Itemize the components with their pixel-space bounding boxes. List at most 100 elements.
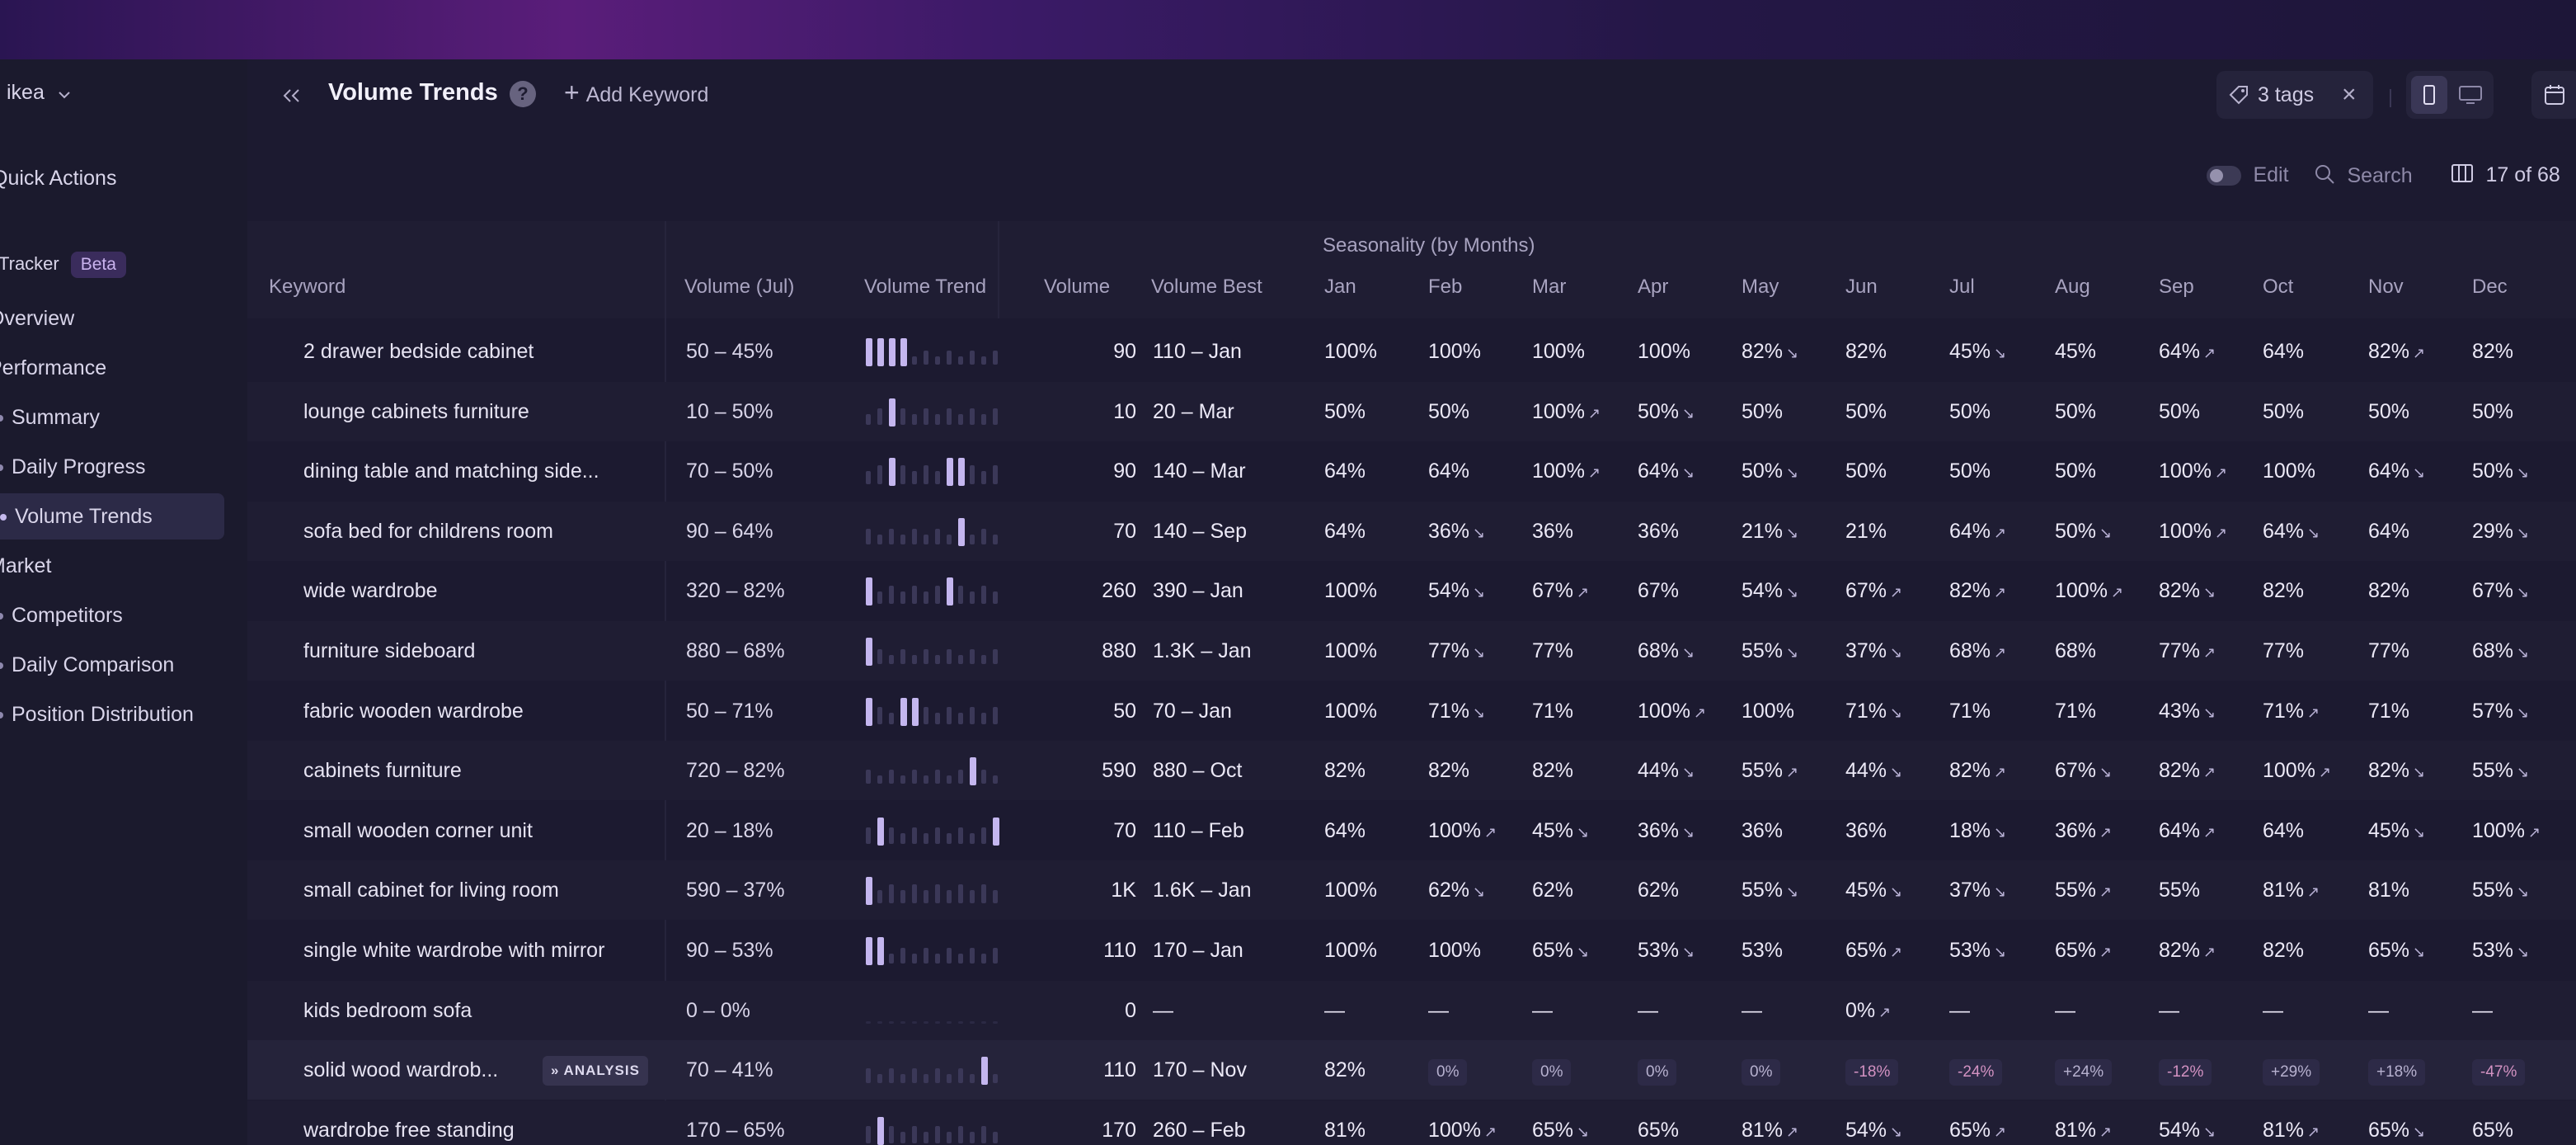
- sidebar-item-volume-trends[interactable]: Volume Trends: [0, 493, 224, 540]
- search-button[interactable]: Search: [2314, 163, 2413, 193]
- arrow-down-right-icon: ↘: [1682, 823, 1695, 841]
- keyword-cell[interactable]: small wooden corner unit: [303, 818, 533, 842]
- table-row[interactable]: kids bedroom sofa 0 – 0% 0 — — — — — — 0% ↗ — — — — — —: [247, 980, 2576, 1040]
- daily-comparison-icon: [0, 662, 3, 670]
- table-row[interactable]: wardrobe free standing 170 – 65% 170 260 – …: [247, 1100, 2576, 1145]
- workspace-switcher[interactable]: ikea: [7, 69, 72, 115]
- seasonality-value: 67%: [1845, 579, 1887, 603]
- keyword-cell[interactable]: kids bedroom sofa: [303, 998, 472, 1022]
- column-header-volume-jul[interactable]: Volume (Jul): [684, 276, 795, 298]
- sidebar-item-tracker[interactable]: Tracker Beta: [0, 241, 126, 287]
- arrow-down-right-icon: ↘: [1994, 345, 2007, 361]
- keyword-cell[interactable]: sofa bed for childrens room: [303, 519, 553, 543]
- seasonality-value: —: [1949, 998, 1970, 1022]
- column-header-month[interactable]: Jan: [1324, 276, 1356, 298]
- seasonality-value: 36%: [1638, 818, 1680, 842]
- table-row[interactable]: solid wood wardrob... » ANALYSIS 70 – 41% 1…: [247, 1040, 2576, 1100]
- table-row[interactable]: fabric wooden wardrobe 50 – 71% 50 70 – Jan…: [247, 681, 2576, 741]
- seasonality-value: 64%: [1949, 519, 1991, 543]
- column-header-month[interactable]: Oct: [2263, 276, 2294, 298]
- trend-bar: [866, 770, 871, 785]
- table-row[interactable]: furniture sideboard 880 – 68% 880 1.3K – Ja…: [247, 621, 2576, 681]
- add-keyword-button[interactable]: + Add Keyword: [564, 78, 708, 108]
- seasonality-cell: 45% ↘: [2368, 801, 2425, 862]
- keyword-cell[interactable]: single white wardrobe with mirror: [303, 939, 605, 962]
- sidebar-item-daily-comparison[interactable]: Daily Comparison: [0, 642, 174, 688]
- keyword-cell[interactable]: lounge cabinets furniture: [303, 399, 529, 423]
- column-header-month[interactable]: May: [1742, 276, 1779, 298]
- seasonality-cell: —: [2263, 981, 2283, 1040]
- sidebar-item-position-distribution[interactable]: Position Distribution: [0, 691, 194, 737]
- column-header-month[interactable]: Apr: [1638, 276, 1669, 298]
- seasonality-cell: 82% ↗: [1949, 561, 2006, 622]
- volume-best-cell: 70 – Jan: [1153, 699, 1232, 723]
- analysis-button[interactable]: » ANALYSIS: [543, 1056, 648, 1086]
- sidebar-item-summary[interactable]: Summary: [0, 394, 100, 441]
- sidebar-item-quick-actions[interactable]: Quick Actions: [0, 155, 116, 201]
- column-header-month[interactable]: Aug: [2055, 276, 2090, 298]
- seasonality-cell: 44% ↘: [1638, 741, 1695, 802]
- table-row[interactable]: lounge cabinets furniture 10 – 50% 10 20 – …: [247, 381, 2576, 441]
- trend-bar: [970, 1074, 975, 1084]
- table-row[interactable]: small wooden corner unit 20 – 18% 70 110 – …: [247, 801, 2576, 860]
- column-header-keyword[interactable]: Keyword: [269, 276, 346, 298]
- keyword-cell[interactable]: solid wood wardrob...: [303, 1058, 499, 1082]
- seasonality-value: 100%: [1324, 879, 1377, 902]
- column-header-month[interactable]: Dec: [2472, 276, 2508, 298]
- column-header-month[interactable]: Sep: [2159, 276, 2194, 298]
- keyword-cell[interactable]: dining table and matching side...: [303, 459, 599, 483]
- table-row[interactable]: single white wardrobe with mirror 90 – 53…: [247, 921, 2576, 980]
- column-header-month[interactable]: Jun: [1845, 276, 1878, 298]
- column-header-month[interactable]: Jul: [1949, 276, 1975, 298]
- help-icon[interactable]: ?: [510, 81, 536, 107]
- seasonality-cell: 82%: [2368, 561, 2409, 620]
- keyword-cell[interactable]: fabric wooden wardrobe: [303, 699, 524, 723]
- columns-button[interactable]: 17 of 68: [2451, 163, 2560, 193]
- column-header-month[interactable]: Feb: [1428, 276, 1463, 298]
- keyword-cell[interactable]: wide wardrobe: [303, 579, 438, 603]
- seasonality-cell: 100% ↗: [1428, 1100, 1497, 1145]
- seasonality-value: 50%: [2159, 399, 2201, 423]
- calendar-button[interactable]: [2531, 71, 2576, 119]
- table-row[interactable]: dining table and matching side... 70 – 50…: [247, 441, 2576, 501]
- keyword-cell[interactable]: cabinets furniture: [303, 759, 462, 783]
- seasonality-value: 50%: [1845, 399, 1887, 423]
- trend-bar: [924, 465, 928, 485]
- clear-tags-icon[interactable]: ×: [2342, 81, 2357, 108]
- sidebar-item-competitors[interactable]: Competitors: [0, 592, 123, 638]
- trend-bar: [970, 706, 975, 724]
- sidebar-item-overview[interactable]: Overview: [0, 295, 74, 342]
- desktop-icon[interactable]: [2452, 76, 2489, 114]
- sidebar-item-label: Quick Actions: [0, 167, 117, 190]
- edit-toggle[interactable]: Edit: [2207, 163, 2289, 193]
- keyword-cell[interactable]: furniture sideboard: [303, 639, 476, 662]
- column-header-volume[interactable]: Volume: [1044, 276, 1111, 298]
- keyword-cell[interactable]: 2 drawer bedside cabinet: [303, 340, 534, 363]
- sidebar-item-daily-progress[interactable]: Daily Progress: [0, 444, 146, 490]
- sidebar-item-label: Overview: [0, 307, 75, 330]
- mobile-icon[interactable]: [2411, 76, 2447, 114]
- sidebar-item-performance[interactable]: Performance: [0, 345, 106, 391]
- seasonality-cell: 65% ↗: [1845, 921, 1902, 982]
- trend-bar: [912, 413, 917, 425]
- table-row[interactable]: cabinets furniture 720 – 82% 590 880 – Oct 8…: [247, 741, 2576, 802]
- keyword-cell[interactable]: wardrobe free standing: [303, 1118, 515, 1142]
- tags-filter[interactable]: 3 tags ×: [2216, 71, 2373, 119]
- seasonality-cell: 82% ↘: [1742, 322, 1798, 383]
- collapse-sidebar-icon[interactable]: [279, 82, 305, 109]
- column-header-volume-trend[interactable]: Volume Trend: [864, 276, 987, 298]
- table-row[interactable]: small cabinet for living room 590 – 37% 1K…: [247, 860, 2576, 921]
- columns-count: 17 of 68: [2485, 163, 2560, 186]
- keyword-cell[interactable]: small cabinet for living room: [303, 879, 559, 902]
- column-header-month[interactable]: Nov: [2368, 276, 2404, 298]
- arrow-up-right-icon: ↗: [1890, 944, 1903, 960]
- column-header-month[interactable]: Mar: [1532, 276, 1567, 298]
- seasonality-value: 50%: [2472, 459, 2514, 483]
- sidebar-item-market[interactable]: Market: [0, 543, 51, 589]
- table-row[interactable]: 2 drawer bedside cabinet 50 – 45% 90 110 – …: [247, 322, 2576, 381]
- table-row[interactable]: wide wardrobe 320 – 82% 260 390 – Jan 100% 54…: [247, 561, 2576, 620]
- analysis-label: ANALYSIS: [563, 1063, 640, 1079]
- table-row[interactable]: sofa bed for childrens room 90 – 64% 70 140…: [247, 501, 2576, 561]
- arrow-down-right-icon: ↘: [1786, 883, 1799, 901]
- column-header-volume-best[interactable]: Volume Best: [1151, 276, 1262, 298]
